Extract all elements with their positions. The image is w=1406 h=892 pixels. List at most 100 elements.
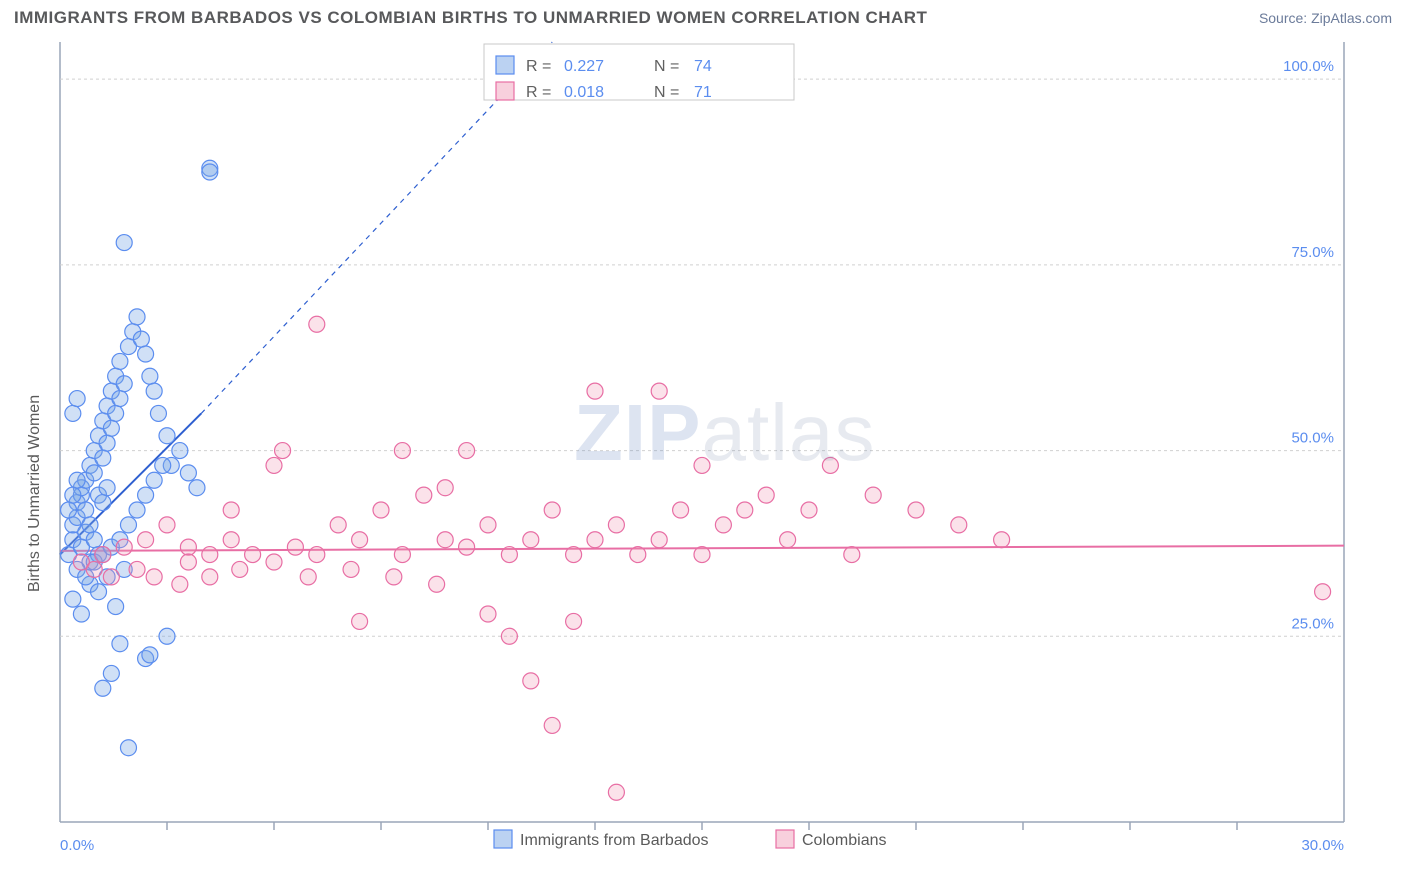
legend-n-label: N = — [654, 58, 679, 75]
data-point — [142, 647, 158, 663]
data-point — [202, 569, 218, 585]
data-point — [138, 487, 154, 503]
data-point — [844, 547, 860, 563]
data-point — [608, 784, 624, 800]
data-point — [343, 561, 359, 577]
data-point — [172, 443, 188, 459]
data-point — [437, 480, 453, 496]
data-point — [523, 673, 539, 689]
data-point — [78, 502, 94, 518]
data-point — [386, 569, 402, 585]
data-point — [459, 539, 475, 555]
data-point — [91, 584, 107, 600]
data-point — [108, 405, 124, 421]
data-point — [202, 547, 218, 563]
data-point — [694, 457, 710, 473]
data-point — [180, 539, 196, 555]
data-point — [103, 420, 119, 436]
data-point — [142, 368, 158, 384]
data-point — [994, 532, 1010, 548]
data-point — [159, 628, 175, 644]
data-point — [112, 353, 128, 369]
data-point — [86, 532, 102, 548]
data-point — [120, 517, 136, 533]
data-point — [95, 547, 111, 563]
data-point — [138, 346, 154, 362]
data-point — [65, 487, 81, 503]
x-end-label: 30.0% — [1301, 837, 1344, 854]
data-point — [159, 428, 175, 444]
data-point — [737, 502, 753, 518]
data-point — [459, 443, 475, 459]
data-point — [116, 235, 132, 251]
data-point — [129, 561, 145, 577]
x-start-label: 0.0% — [60, 837, 94, 854]
data-point — [86, 561, 102, 577]
data-point — [309, 547, 325, 563]
data-point — [480, 517, 496, 533]
data-point — [275, 443, 291, 459]
data-point — [172, 576, 188, 592]
data-point — [116, 539, 132, 555]
data-point — [108, 599, 124, 615]
data-point — [715, 517, 731, 533]
bottom-legend-label: Colombians — [802, 832, 886, 849]
chart-area: Births to Unmarried Women ZIPatlas 25.0%… — [14, 32, 1392, 882]
data-point — [150, 405, 166, 421]
data-point — [1315, 584, 1331, 600]
data-point — [480, 606, 496, 622]
legend-r-label: R = — [526, 84, 551, 101]
legend-swatch — [496, 56, 514, 74]
data-point — [566, 613, 582, 629]
y-tick-label: 50.0% — [1291, 430, 1334, 447]
data-point — [133, 331, 149, 347]
data-point — [501, 547, 517, 563]
bottom-legend-swatch — [494, 830, 512, 848]
data-point — [103, 665, 119, 681]
data-point — [146, 569, 162, 585]
data-point — [566, 547, 582, 563]
data-point — [300, 569, 316, 585]
data-point — [352, 613, 368, 629]
data-point — [437, 532, 453, 548]
data-point — [116, 376, 132, 392]
data-point — [86, 465, 102, 481]
data-point — [65, 405, 81, 421]
data-point — [95, 680, 111, 696]
data-point — [103, 569, 119, 585]
scatter-chart: 25.0%50.0%75.0%100.0%0.0%30.0%R =0.227N … — [14, 32, 1392, 882]
legend-n-label: N = — [654, 84, 679, 101]
data-point — [801, 502, 817, 518]
data-point — [155, 457, 171, 473]
data-point — [266, 554, 282, 570]
data-point — [394, 547, 410, 563]
data-point — [129, 309, 145, 325]
chart-title: IMMIGRANTS FROM BARBADOS VS COLOMBIAN BI… — [14, 8, 927, 28]
data-point — [99, 435, 115, 451]
legend-r-value: 0.018 — [564, 84, 604, 101]
data-point — [189, 480, 205, 496]
data-point — [73, 606, 89, 622]
data-point — [129, 502, 145, 518]
data-point — [651, 532, 667, 548]
data-point — [501, 628, 517, 644]
data-point — [429, 576, 445, 592]
data-point — [112, 391, 128, 407]
bottom-legend-label: Immigrants from Barbados — [520, 832, 709, 849]
data-point — [180, 465, 196, 481]
data-point — [352, 532, 368, 548]
data-point — [651, 383, 667, 399]
data-point — [694, 547, 710, 563]
data-point — [223, 532, 239, 548]
data-point — [99, 480, 115, 496]
chart-header: IMMIGRANTS FROM BARBADOS VS COLOMBIAN BI… — [0, 0, 1406, 32]
data-point — [544, 502, 560, 518]
data-point — [544, 717, 560, 733]
data-point — [416, 487, 432, 503]
data-point — [373, 502, 389, 518]
legend-r-label: R = — [526, 58, 551, 75]
data-point — [69, 391, 85, 407]
y-axis-label: Births to Unmarried Women — [26, 395, 44, 592]
data-point — [95, 495, 111, 511]
data-point — [394, 443, 410, 459]
